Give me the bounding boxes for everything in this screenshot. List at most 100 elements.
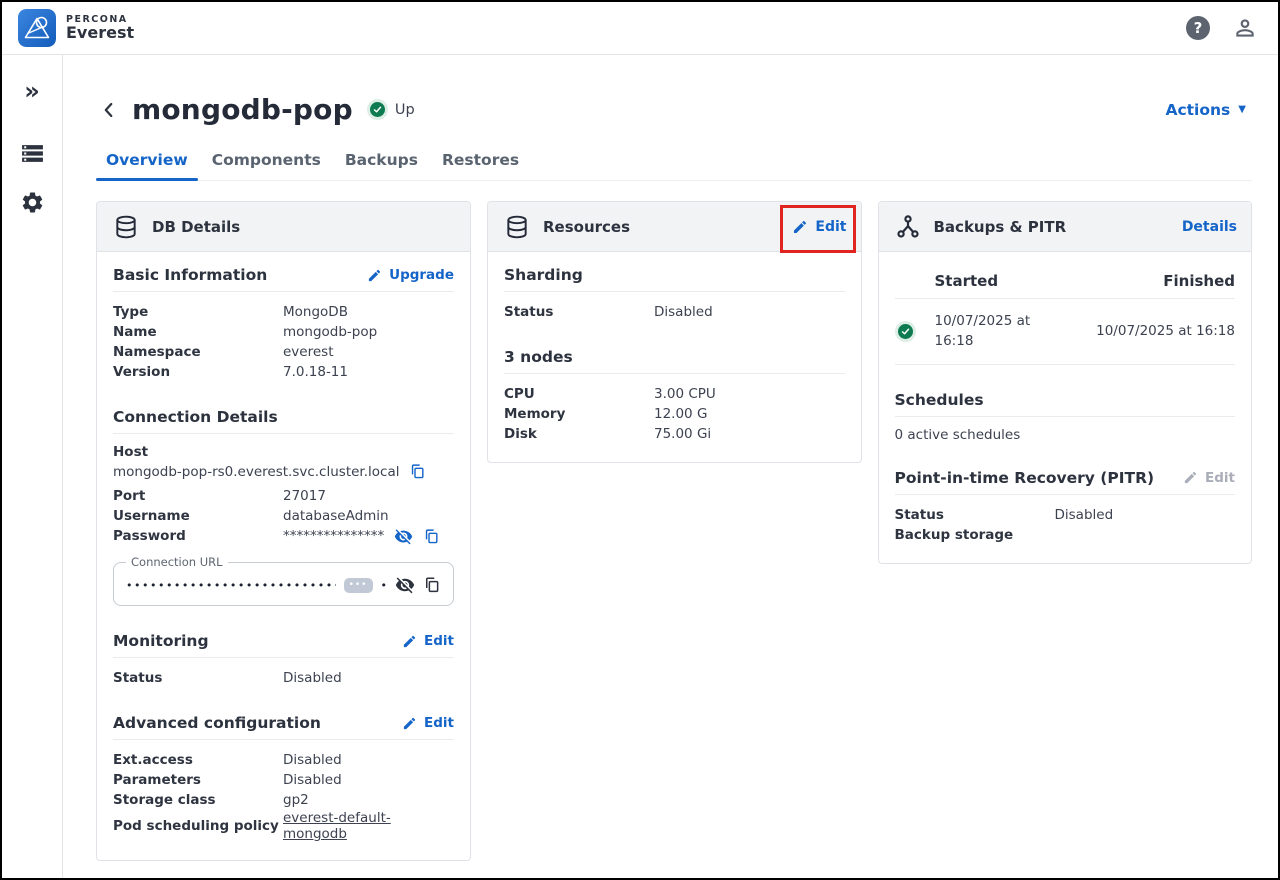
ellipsis-chip: ••• xyxy=(343,577,373,593)
database-icon xyxy=(507,215,527,238)
backups-details-label: Details xyxy=(1181,218,1237,235)
brand-text: PERCONA Everest xyxy=(66,14,134,42)
pod-scheduling-policy-link[interactable]: everest-default-mongodb xyxy=(283,810,391,842)
help-icon[interactable]: ? xyxy=(1186,16,1210,40)
status-label: Up xyxy=(394,101,415,118)
caret-down-icon: ▼ xyxy=(1238,103,1246,115)
row-memory: Memory 12.00 G xyxy=(504,406,708,422)
resources-card-title: Resources xyxy=(543,217,631,236)
tab-overview[interactable]: Overview xyxy=(96,142,198,181)
row-namespace: Namespace everest xyxy=(113,344,334,360)
host-value: mongodb-pop-rs0.everest.svc.cluster.loca… xyxy=(113,463,400,480)
column-finished: Finished xyxy=(1163,272,1235,290)
sidebar-item-databases[interactable] xyxy=(20,141,45,166)
monitoring-edit-label: Edit xyxy=(424,633,454,649)
advanced-configuration-section-head: Advanced configuration Edit xyxy=(113,714,454,740)
copy-password-icon[interactable] xyxy=(423,528,440,545)
row-backup-storage: Backup storage xyxy=(894,526,1014,543)
row-version: Version 7.0.18-11 xyxy=(113,364,348,380)
row-cpu: CPU 3.00 CPU xyxy=(504,386,716,402)
advanced-configuration-title: Advanced configuration xyxy=(113,714,321,732)
chevron-left-icon xyxy=(104,102,113,117)
row-parameters: Parameters Disabled xyxy=(113,772,342,788)
tab-restores[interactable]: Restores xyxy=(441,151,520,169)
advanced-edit-button[interactable]: Edit xyxy=(402,715,454,731)
schedules-title: Schedules xyxy=(894,390,984,409)
row-name: Name mongodb-pop xyxy=(113,324,378,340)
basic-information-title: Basic Information xyxy=(113,266,268,284)
backup-started-value: 10/07/2025 at 16:18 xyxy=(934,313,1031,350)
connection-url-field[interactable]: Connection URL •••••••••••••••••••••••••… xyxy=(113,555,454,606)
row-pod-scheduling-policy: Pod scheduling policy everest-default-mon… xyxy=(113,810,454,842)
schedules-section-head: Schedules xyxy=(894,390,1235,417)
row-ext-access: Ext.access Disabled xyxy=(113,752,342,768)
host-row: mongodb-pop-rs0.everest.svc.cluster.loca… xyxy=(113,463,454,480)
resources-edit-button[interactable]: Edit xyxy=(792,218,847,235)
back-button[interactable] xyxy=(96,97,122,123)
backups-details-button[interactable]: Details xyxy=(1182,219,1237,235)
settings-gear-icon xyxy=(22,192,42,213)
connection-details-title: Connection Details xyxy=(113,408,278,426)
row-username: Username databaseAdmin xyxy=(113,508,389,524)
topbar: PERCONA Everest ? xyxy=(2,2,1278,55)
host-label: Host xyxy=(113,444,149,460)
page-header: mongodb-pop Up Actions ▼ xyxy=(96,93,1252,126)
sharding-section-head: Sharding xyxy=(504,266,845,292)
row-disk: Disk 75.00 Gi xyxy=(504,426,712,442)
connection-url-masked: •••••••••••••••••••••••••••••••••••••• xyxy=(126,578,336,592)
tab-bar: Overview Components Backups Restores xyxy=(96,142,1252,181)
row-port: Port 27017 xyxy=(113,488,326,504)
pitr-edit-label: Edit xyxy=(1205,469,1235,486)
backups-table-header: Started Finished xyxy=(894,266,1235,299)
tab-backups[interactable]: Backups xyxy=(344,151,418,169)
show-url-icon[interactable] xyxy=(395,575,415,595)
password-masked-value: *************** xyxy=(283,528,385,544)
row-sharding-status: Status Disabled xyxy=(504,304,713,320)
row-type: Type MongoDB xyxy=(113,304,348,320)
resources-edit-label: Edit xyxy=(815,218,847,235)
everest-logo-icon xyxy=(18,9,56,47)
row-password: Password *************** xyxy=(113,526,454,546)
sidebar-item-settings[interactable] xyxy=(20,190,45,215)
pencil-icon xyxy=(794,220,807,233)
pencil-icon xyxy=(368,269,381,281)
pencil-icon xyxy=(403,635,416,647)
tab-components[interactable]: Components xyxy=(211,151,321,169)
advanced-edit-label: Edit xyxy=(424,715,454,731)
db-details-card-title: DB Details xyxy=(152,217,241,236)
nodes-section-head: 3 nodes xyxy=(504,348,845,374)
actions-dropdown-button[interactable]: Actions ▼ xyxy=(1165,101,1252,119)
help-glyph: ? xyxy=(1193,19,1203,37)
upgrade-button[interactable]: Upgrade xyxy=(367,267,454,283)
row-storage-class: Storage class gp2 xyxy=(113,792,309,808)
pencil-icon xyxy=(1184,471,1197,484)
pencil-icon xyxy=(403,717,416,729)
backups-card-title: Backups & PITR xyxy=(933,217,1067,236)
backup-finished-value: 10/07/2025 at 16:18 xyxy=(1096,323,1235,340)
status-up-icon xyxy=(366,99,388,120)
status-badge: Up xyxy=(366,99,415,120)
connection-details-section-head: Connection Details xyxy=(113,408,454,434)
show-password-icon[interactable] xyxy=(394,527,413,546)
databases-icon xyxy=(21,145,43,162)
sidebar-expand-icon[interactable]: » xyxy=(24,77,40,105)
copy-url-icon[interactable] xyxy=(423,576,441,594)
pitr-edit-button-disabled[interactable]: Edit xyxy=(1183,470,1235,486)
monitoring-title: Monitoring xyxy=(113,632,209,650)
db-details-card: DB Details Basic Information Upgrade Typ… xyxy=(96,201,471,861)
brand-logo[interactable]: PERCONA Everest xyxy=(18,9,134,47)
page-title: mongodb-pop xyxy=(132,93,353,126)
backup-success-icon xyxy=(894,320,916,342)
copy-host-icon[interactable] xyxy=(409,463,426,480)
user-account-icon[interactable] xyxy=(1232,15,1258,41)
main-content: mongodb-pop Up Actions ▼ Overview Compon… xyxy=(63,55,1278,878)
backups-pitr-card: Backups & PITR Details Started Finished xyxy=(877,201,1252,564)
nodes-title: 3 nodes xyxy=(504,348,573,366)
backup-row[interactable]: 10/07/2025 at 16:18 10/07/2025 at 16:18 xyxy=(894,299,1235,365)
monitoring-edit-button[interactable]: Edit xyxy=(402,633,454,649)
connection-url-label: Connection URL xyxy=(126,555,228,569)
sharding-title: Sharding xyxy=(504,266,583,284)
backups-tree-icon xyxy=(896,214,919,238)
pitr-title: Point-in-time Recovery (PITR) xyxy=(894,468,1155,487)
